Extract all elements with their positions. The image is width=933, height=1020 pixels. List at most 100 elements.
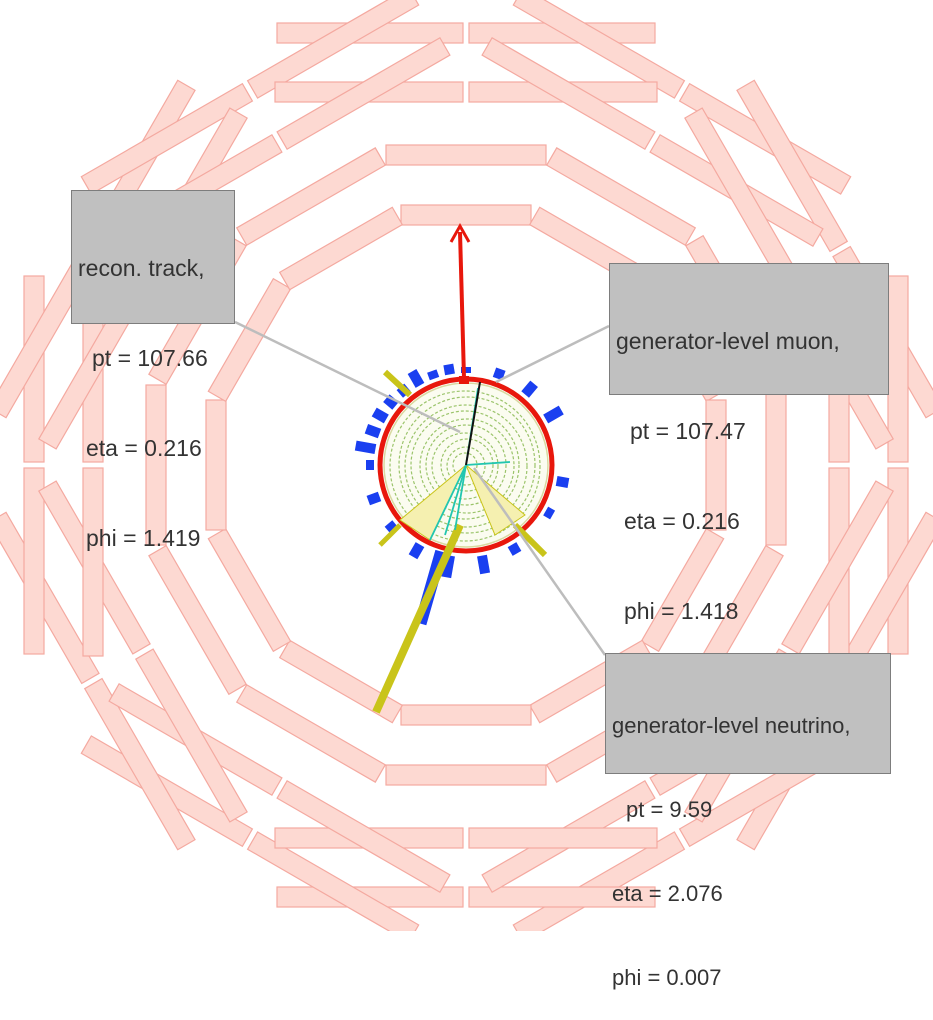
muon-chamber [148, 544, 248, 696]
muon-chamber [278, 639, 404, 724]
muon-chamber [246, 831, 420, 931]
recon-track-label: recon. track, pt = 107.66 eta = 0.216 ph… [71, 190, 235, 551]
hcal-block [383, 394, 399, 410]
muon-chamber [82, 467, 104, 657]
muon-chamber [80, 82, 254, 195]
muon-chamber [781, 480, 895, 655]
secondary-track [454, 464, 467, 531]
muon-marker [459, 376, 469, 384]
gen-neutrino-title: generator-level neutrino, [612, 713, 851, 738]
gen-muon-title: generator-level muon, [616, 328, 840, 354]
muon-chamber-segment [400, 204, 532, 226]
muon-chamber-segment [705, 399, 727, 531]
hcal-block [521, 380, 538, 398]
muon-chamber [145, 384, 167, 546]
hcal-tower [354, 440, 377, 454]
jet-line [512, 522, 548, 558]
hcal-block [354, 440, 377, 454]
muon-chamber [512, 0, 686, 99]
muon-chamber-segment [276, 780, 451, 894]
recon-track-title: recon. track, [78, 255, 205, 281]
jet-line [372, 523, 464, 714]
muon-chamber-segment [235, 683, 387, 783]
tracker [372, 222, 549, 714]
gen-muon-pt: pt = 107.47 [630, 418, 746, 444]
hcal-tower [555, 476, 570, 488]
hcal-block [492, 367, 506, 381]
hcal-tower [443, 363, 455, 376]
muon-chamber [205, 399, 227, 531]
muon-chamber [481, 36, 656, 150]
muon-chamber-segment [134, 648, 248, 823]
muon-chamber [385, 144, 547, 166]
muon-chamber-segment [736, 79, 849, 253]
hcal-tower [366, 491, 382, 506]
gen-neutrino-phi: phi = 0.007 [612, 965, 722, 990]
muon-chamber-segment [23, 467, 45, 655]
hcal-block [477, 554, 491, 575]
hcal-block [408, 542, 425, 560]
muon-chamber-segment [145, 384, 167, 546]
hcal-block [543, 405, 564, 424]
hcal-tower [507, 542, 522, 556]
muon-chamber-segment [481, 36, 656, 150]
muon-chamber-segment [640, 527, 725, 653]
hcal-tower [408, 542, 425, 560]
recon-track-eta: eta = 0.216 [86, 435, 202, 461]
hcal-tower [427, 369, 440, 381]
tracker-hit-ring [389, 390, 541, 542]
muon-chamber-segment [512, 0, 686, 99]
muon-chamber [235, 147, 387, 247]
muon-chamber [468, 827, 658, 849]
muon-chamber [278, 206, 404, 291]
hcal-tower [364, 424, 382, 439]
muon-chamber-segment [246, 831, 420, 931]
muon-chamber-segment [278, 639, 404, 724]
muon-chamber-segment [148, 544, 248, 696]
muon-chamber-segment [468, 886, 656, 908]
leader-lines [234, 320, 610, 656]
track-segment [465, 381, 481, 466]
muon-chamber-segment [781, 480, 895, 655]
muon-chamber [23, 467, 45, 655]
hcal-block [366, 460, 374, 470]
muon-chamber [134, 648, 248, 823]
muon-chamber-segment [278, 206, 404, 291]
gen-muon-phi: phi = 1.418 [624, 598, 739, 624]
gen-muon-label: generator-level muon, pt = 107.47 eta = … [609, 263, 889, 624]
muon-chamber-segment [83, 677, 196, 851]
tracker-hit-ring [404, 404, 528, 528]
leader-line-neutrino [472, 467, 607, 656]
muon-chamber-segment [207, 277, 292, 403]
hcal-tower [371, 407, 389, 424]
jet-line [382, 369, 413, 398]
muon-chamber-segment [385, 764, 547, 786]
leader-line-recon [234, 320, 461, 434]
hcal-tower [366, 460, 374, 470]
hcal-tower [543, 506, 556, 520]
hcal-block [407, 368, 425, 388]
muon-chamber [545, 147, 697, 247]
muon-arrowhead [449, 222, 471, 243]
hcal-tower [383, 394, 399, 410]
muon-chamber-segment [276, 36, 451, 150]
leader-line-muon [495, 324, 610, 384]
muon-chamber [276, 780, 451, 894]
hcal-tower [461, 367, 471, 373]
tracker-hit-ring [425, 424, 507, 506]
muon-chamber-segment [235, 147, 387, 247]
muon-chamber-segment [205, 399, 227, 531]
gen-muon-eta: eta = 0.216 [624, 508, 740, 534]
muon-chamber [468, 886, 656, 908]
secondary-track [444, 464, 467, 536]
muon-chamber [736, 79, 849, 253]
muon-chamber [400, 204, 532, 226]
secondary-track [465, 461, 511, 466]
muon-chamber [276, 36, 451, 150]
tracker-hit-ring [398, 396, 536, 534]
tracker-hit-ring [419, 418, 515, 514]
muon-chamber-segment [246, 0, 420, 99]
muon-chamber [207, 277, 292, 403]
tracker-hit-ring [410, 410, 520, 520]
muon-chamber [235, 683, 387, 783]
